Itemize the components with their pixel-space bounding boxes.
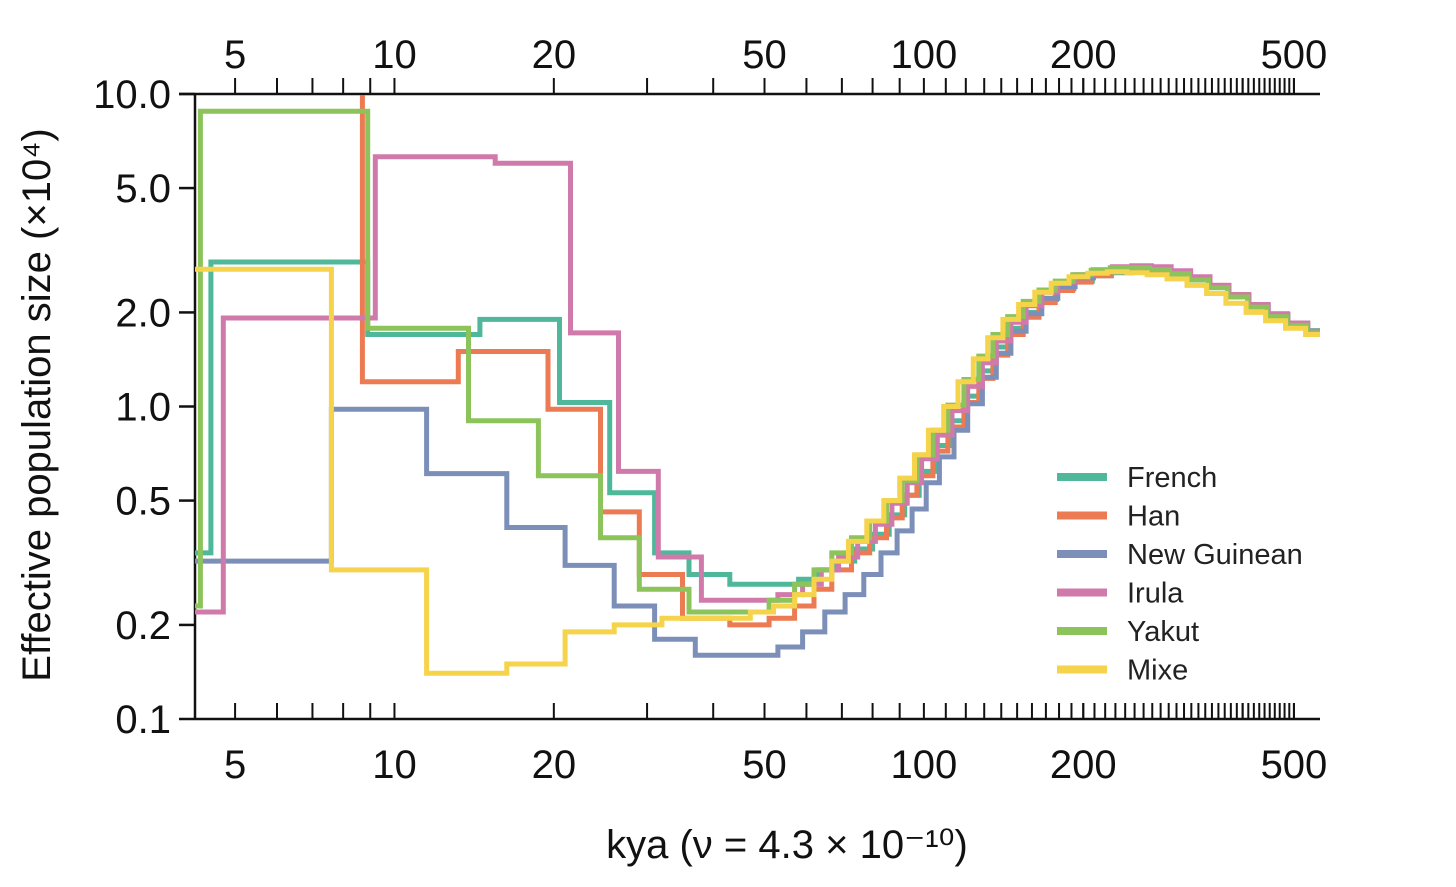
x-tick-label-bottom: 100 [891, 743, 958, 787]
x-tick-label-top: 500 [1261, 33, 1328, 77]
x-tick-label-bottom: 5 [224, 743, 246, 787]
x-tick-label-bottom: 10 [372, 743, 417, 787]
legend-label-mixe: Mixe [1127, 655, 1188, 687]
y-axis-title: Effective population size (×10⁴) [15, 128, 59, 681]
x-tick-label-bottom: 500 [1261, 743, 1328, 787]
x-tick-label-top: 50 [742, 33, 787, 77]
x-axis-title: kya (ν = 4.3 × 10⁻¹⁰) [606, 823, 968, 867]
y-tick-label: 0.1 [115, 698, 171, 742]
x-tick-label-top: 200 [1050, 33, 1117, 77]
y-tick-label: 0.5 [115, 480, 171, 524]
x-tick-label-top: 10 [372, 33, 417, 77]
x-tick-label-top: 100 [891, 33, 958, 77]
legend-label-french: French [1127, 462, 1217, 494]
x-tick-label-bottom: 20 [532, 743, 577, 787]
x-tick-label-bottom: 50 [742, 743, 787, 787]
y-tick-label: 1.0 [115, 386, 171, 430]
y-tick-label: 10.0 [93, 73, 171, 117]
legend-label-yakut: Yakut [1127, 616, 1199, 648]
series-line-yakut [195, 108, 1320, 615]
x-tick-label-bottom: 200 [1050, 743, 1117, 787]
legend-label-han: Han [1127, 501, 1180, 533]
y-tick-label: 0.2 [115, 604, 171, 648]
x-tick-label-top: 5 [224, 33, 246, 77]
legend: French Han New Guinean Irula Yakut Mixe [1057, 462, 1303, 687]
legend-label-irula: Irula [1127, 578, 1184, 610]
y-tick-label: 2.0 [115, 291, 171, 335]
series-layer [195, 95, 1320, 676]
legend-label-new-guinean: New Guinean [1127, 539, 1303, 571]
series-line-mixe [195, 266, 1320, 676]
ticks-layer: 5 5 10 10 20 20 50 50 100 100 200 200 500 500 0.1 0.2 0.… [93, 33, 1327, 787]
y-tick-label: 5.0 [115, 167, 171, 211]
x-tick-label-top: 20 [532, 33, 577, 77]
